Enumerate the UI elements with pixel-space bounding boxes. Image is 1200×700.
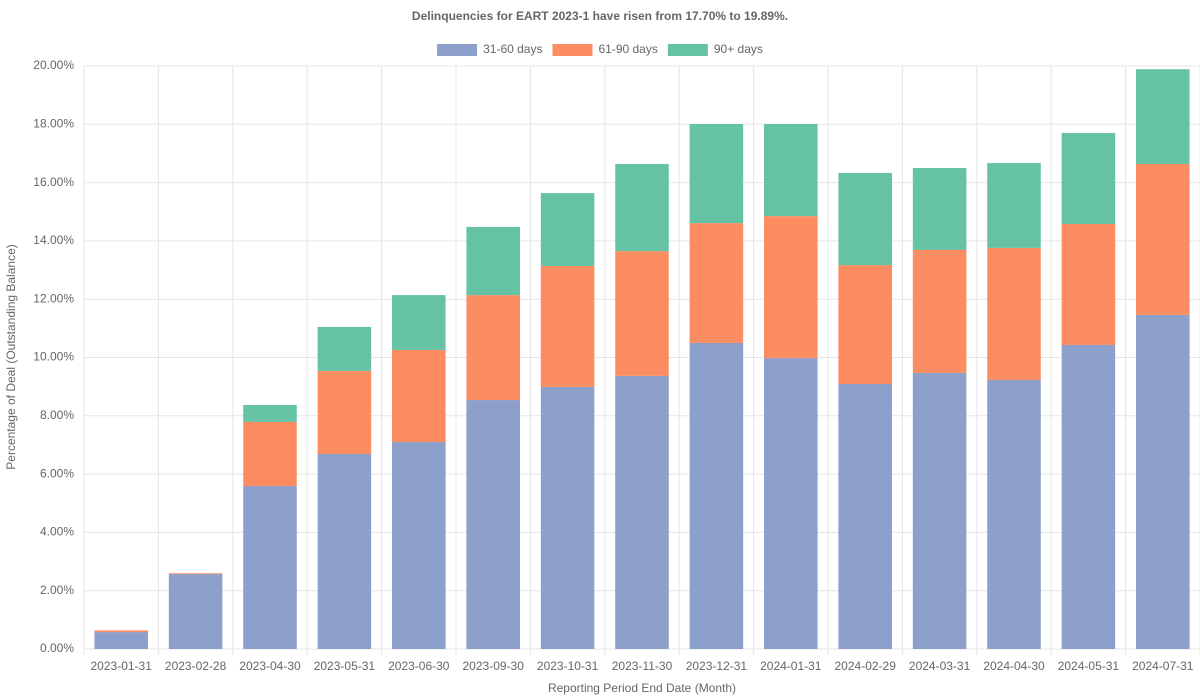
- legend-swatch: [437, 44, 478, 56]
- x-tick-label: 2023-09-30: [463, 659, 525, 673]
- bar-segment: [838, 172, 892, 266]
- bar-segment: [615, 375, 669, 649]
- bar-segment: [540, 265, 595, 387]
- x-tick-label: 2023-04-30: [239, 659, 301, 673]
- bar-segment: [540, 386, 595, 649]
- bar-segment: [540, 193, 595, 266]
- bar-segment: [168, 574, 223, 649]
- bar-segment: [466, 400, 520, 649]
- y-tick-label: 18.00%: [33, 116, 74, 130]
- bar-segment: [243, 405, 297, 422]
- x-tick-label: 2023-11-30: [612, 659, 673, 673]
- bar-segment: [1136, 163, 1190, 315]
- y-tick-label: 8.00%: [40, 408, 74, 422]
- bar-segment: [392, 349, 446, 443]
- legend-label: 90+ days: [714, 42, 763, 56]
- bar-segment: [466, 226, 520, 296]
- bar-segment: [764, 216, 818, 359]
- y-tick-label: 10.00%: [33, 350, 74, 364]
- bar-segment: [1061, 133, 1116, 224]
- y-tick-label: 0.00%: [40, 641, 74, 655]
- x-tick-label: 2023-05-31: [314, 659, 376, 673]
- bar-segment: [615, 163, 669, 252]
- bar-segment: [987, 163, 1041, 248]
- legend-label: 31-60 days: [483, 42, 542, 56]
- bar-segment: [1136, 69, 1190, 164]
- bar-segment: [764, 124, 818, 217]
- bar-segment: [689, 223, 744, 343]
- legend-label: 61-90 days: [598, 42, 657, 56]
- x-tick-label: 2023-12-31: [686, 659, 748, 673]
- bar-segment: [764, 358, 818, 649]
- bar-segment: [987, 379, 1041, 649]
- bar-segment: [689, 342, 744, 649]
- bar-segment: [1061, 223, 1116, 345]
- bar-segment: [317, 326, 372, 371]
- y-tick-label: 12.00%: [33, 291, 74, 305]
- x-axis-title: Reporting Period End Date (Month): [548, 681, 736, 695]
- bar-segment: [1061, 344, 1116, 649]
- x-tick-label: 2023-06-30: [388, 659, 450, 673]
- bar-segment: [615, 251, 669, 376]
- x-tick-label: 2024-03-31: [909, 659, 971, 673]
- x-tick-label: 2024-04-30: [983, 659, 1045, 673]
- bar-segment: [317, 370, 372, 454]
- bar-segment: [1136, 314, 1190, 649]
- bar-segment: [912, 372, 967, 649]
- bar-segment: [466, 295, 520, 401]
- bar-segment: [838, 384, 892, 649]
- chart-title: Delinquencies for EART 2023-1 have risen…: [412, 9, 788, 23]
- bar-segment: [392, 295, 446, 350]
- x-tick-label: 2024-07-31: [1132, 659, 1194, 673]
- x-tick-label: 2023-02-28: [165, 659, 227, 673]
- bar-segment: [912, 249, 967, 373]
- bar-segment: [168, 573, 223, 575]
- bar-segment: [94, 630, 148, 633]
- bar-segment: [689, 124, 744, 224]
- y-tick-label: 20.00%: [33, 58, 74, 72]
- y-tick-label: 6.00%: [40, 466, 74, 480]
- bar-segment: [317, 453, 372, 649]
- bar-segment: [243, 421, 297, 487]
- bar-segment: [94, 632, 148, 649]
- legend-swatch: [552, 44, 593, 56]
- x-tick-label: 2024-05-31: [1058, 659, 1120, 673]
- y-tick-label: 16.00%: [33, 175, 74, 189]
- x-tick-label: 2023-01-31: [91, 659, 153, 673]
- bar-segment: [987, 247, 1041, 380]
- x-tick-label: 2024-02-29: [835, 659, 897, 673]
- x-tick-label: 2023-10-31: [537, 659, 599, 673]
- y-axis-title: Percentage of Deal (Outstanding Balance): [4, 244, 18, 469]
- bar-segment: [838, 265, 892, 385]
- legend-swatch: [667, 44, 708, 56]
- y-tick-label: 14.00%: [33, 233, 74, 247]
- bar-segment: [392, 442, 446, 649]
- y-tick-label: 2.00%: [40, 583, 74, 597]
- bar-segment: [243, 486, 297, 649]
- y-tick-label: 4.00%: [40, 525, 74, 539]
- bar-segment: [912, 168, 967, 250]
- x-tick-label: 2024-01-31: [760, 659, 822, 673]
